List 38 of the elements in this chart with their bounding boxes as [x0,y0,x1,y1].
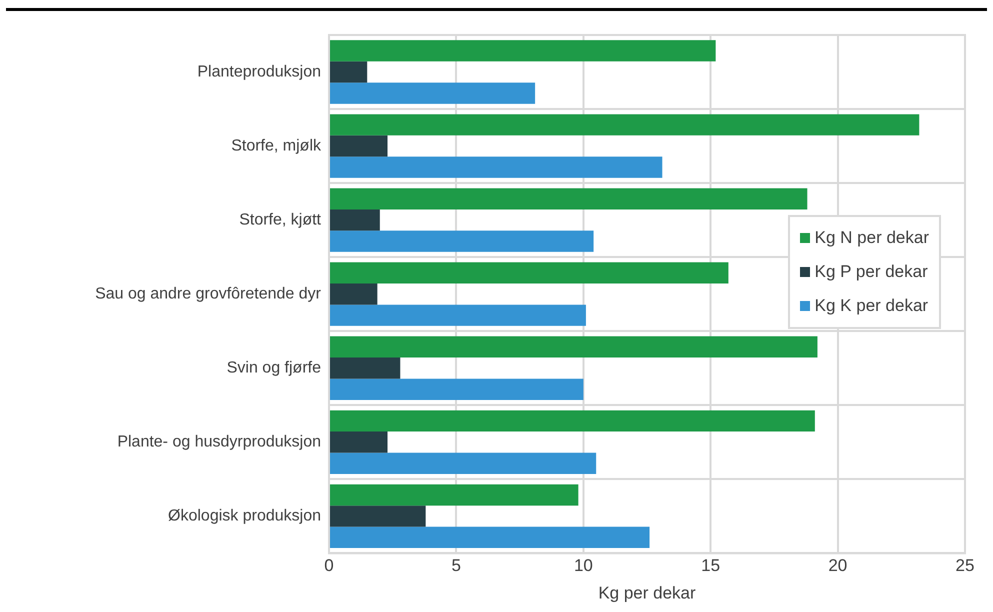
y-tick-label: Plante- og husdyrproduksjon [117,434,321,451]
bar [330,209,380,231]
x-tick-label: 15 [701,556,720,576]
bar [330,336,818,358]
bar [330,304,586,326]
bar [330,135,388,157]
bar [330,188,808,210]
y-tick-label: Økologisk produksjon [168,508,321,525]
bar [330,410,815,432]
x-tick-label: 0 [324,556,334,576]
x-axis-title: Kg per dekar [598,583,696,602]
bar [330,432,388,453]
bar [330,378,584,400]
legend-label: Kg N per dekar [814,228,929,248]
y-tick-label: Planteproduksjon [197,63,321,80]
x-tick-label: 10 [574,556,593,576]
bar [330,484,578,506]
bar [330,452,596,474]
bar [330,358,400,379]
legend-label: Kg P per dekar [814,262,928,282]
y-tick-label: Sau og andre grovfôretende dyr [95,286,322,303]
x-tick-label: 20 [828,556,848,576]
bar [330,283,378,305]
bar [330,262,728,284]
bar [330,61,368,83]
bar [330,156,662,178]
y-tick-label: Storfe, mjølk [231,137,322,154]
y-tick-label: Svin og fjørfe [226,360,322,377]
bar [330,230,594,252]
bar [330,526,650,548]
bar [330,114,920,136]
bar [330,82,536,104]
x-tick-label: 5 [451,556,461,576]
bar [330,40,716,62]
x-tick-label: 25 [956,556,974,576]
y-tick-label: Storfe, kjøtt [239,211,322,228]
legend-label: Kg K per dekar [814,296,928,316]
bar [330,506,426,527]
